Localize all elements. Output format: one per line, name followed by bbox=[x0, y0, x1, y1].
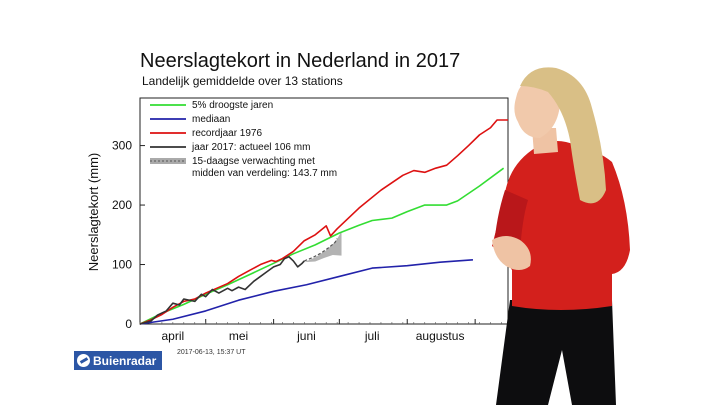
chart-title: Neerslagtekort in Nederland in 2017 bbox=[140, 50, 460, 72]
forecast-band bbox=[304, 231, 342, 263]
legend-label: 5% droogste jaren bbox=[192, 100, 273, 111]
y-tick-label: 200 bbox=[112, 198, 132, 212]
buienradar-logo-text: Buienradar bbox=[93, 353, 157, 368]
y-tick-label: 100 bbox=[112, 258, 132, 272]
series-line-4 bbox=[304, 238, 338, 262]
legend-label: 15-daagse verwachting met bbox=[192, 156, 315, 167]
y-axis-label: Neerslagtekort (mm) bbox=[86, 153, 101, 271]
x-tick-label: augustus bbox=[416, 329, 465, 343]
series-line-0 bbox=[139, 167, 505, 325]
presenter-hand bbox=[492, 236, 531, 270]
series-layer bbox=[139, 119, 508, 325]
x-tick-label: juli bbox=[364, 329, 380, 343]
x-tick-label: mei bbox=[229, 329, 248, 343]
legend-label: recordjaar 1976 bbox=[192, 128, 262, 139]
y-tick-label: 0 bbox=[125, 317, 132, 331]
buienradar-logo-icon bbox=[77, 354, 90, 367]
presenter-figure bbox=[492, 67, 630, 405]
legend-label: mediaan bbox=[192, 114, 230, 125]
presenter-face bbox=[514, 78, 560, 138]
legend-label: jaar 2017: actueel 106 mm bbox=[191, 142, 310, 153]
chart-subtitle: Landelijk gemiddelde over 13 stations bbox=[142, 74, 343, 88]
legend-label: midden van verdeling: 143.7 mm bbox=[192, 168, 337, 179]
buienradar-logo: Buienradar bbox=[74, 351, 163, 370]
y-tick-label: 300 bbox=[112, 139, 132, 153]
presenter-trousers bbox=[496, 300, 616, 405]
tick-label-layer: 0 100 200 300 april mei juni juli augustus bbox=[112, 139, 464, 343]
x-tick-label: juni bbox=[296, 329, 316, 343]
series-line-1 bbox=[139, 258, 474, 325]
forecast-band-layer bbox=[304, 231, 342, 263]
x-tick-label: april bbox=[162, 329, 185, 343]
timestamp: 2017-06-13, 15:37 UT bbox=[177, 349, 246, 356]
series-line-3 bbox=[139, 255, 305, 325]
legend: 5% droogste jaren mediaan recordjaar 1976 j… bbox=[150, 100, 337, 179]
presenter-hair bbox=[520, 67, 606, 204]
